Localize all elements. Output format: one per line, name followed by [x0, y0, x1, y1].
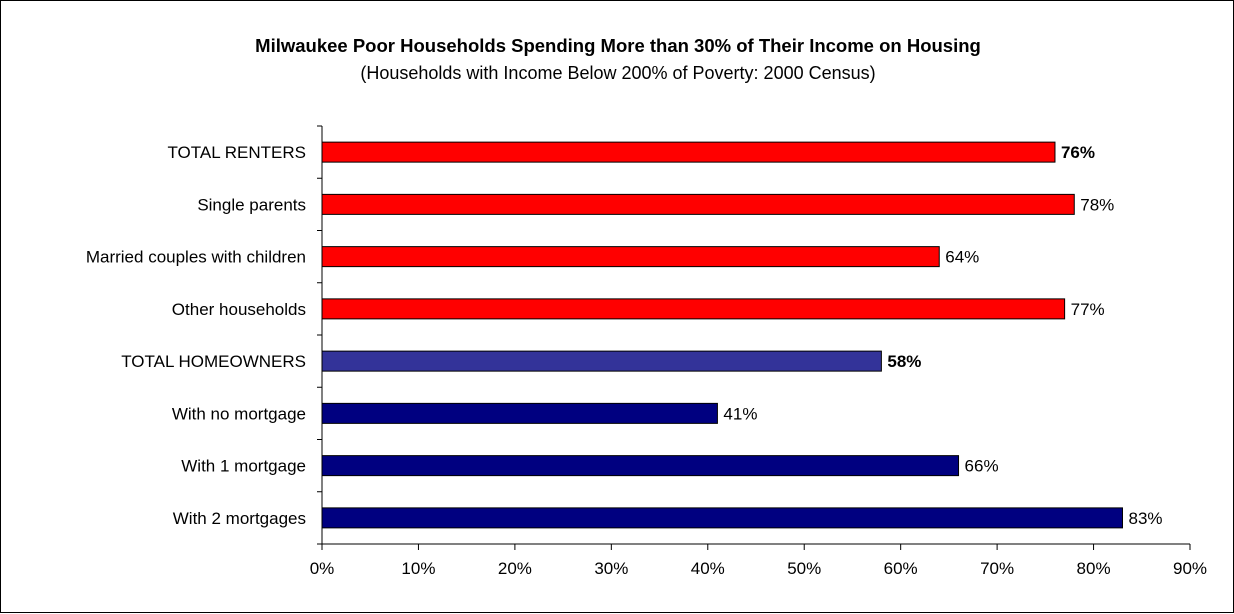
value-label: 77% — [1071, 300, 1105, 319]
value-label: 78% — [1080, 195, 1114, 214]
x-tick-label: 30% — [594, 559, 628, 578]
bar-2 — [321, 193, 1075, 215]
bar-3 — [321, 246, 940, 268]
bar-5 — [321, 350, 882, 372]
value-label: 58% — [887, 352, 921, 371]
category-label: With 1 mortgage — [181, 457, 306, 476]
bar-6 — [321, 402, 718, 424]
x-tick-label: 90% — [1173, 559, 1207, 578]
bar-4 — [321, 298, 1066, 320]
category-label: With no mortgage — [172, 404, 306, 423]
value-label: 64% — [945, 248, 979, 267]
category-label: With 2 mortgages — [173, 509, 306, 528]
category-label: TOTAL RENTERS — [167, 143, 306, 162]
category-label: TOTAL HOMEOWNERS — [121, 352, 306, 371]
x-tick-label: 80% — [1077, 559, 1111, 578]
chart-subtitle: (Households with Income Below 200% of Po… — [360, 63, 876, 83]
x-tick-label: 60% — [884, 559, 918, 578]
value-label: 83% — [1128, 509, 1162, 528]
x-tick-label: 20% — [498, 559, 532, 578]
x-tick-label: 50% — [787, 559, 821, 578]
bar-1 — [321, 141, 1056, 163]
value-label: 66% — [965, 457, 999, 476]
bar-8 — [321, 507, 1123, 529]
category-label: Single parents — [197, 195, 306, 214]
x-tick-label: 40% — [691, 559, 725, 578]
value-label: 41% — [723, 404, 757, 423]
chart-title: Milwaukee Poor Households Spending More … — [255, 35, 981, 56]
x-tick-label: 10% — [401, 559, 435, 578]
category-label: Other households — [172, 300, 306, 319]
x-tick-label: 0% — [310, 559, 335, 578]
x-tick-label: 70% — [980, 559, 1014, 578]
bar-7 — [321, 455, 960, 477]
category-label: Married couples with children — [86, 248, 306, 267]
value-label: 76% — [1061, 143, 1095, 162]
